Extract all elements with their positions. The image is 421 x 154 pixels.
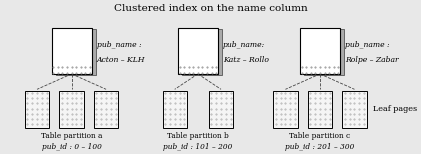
Bar — [94, 91, 118, 128]
Bar — [308, 91, 332, 128]
Text: pub_id : 0 – 100: pub_id : 0 – 100 — [42, 143, 101, 151]
Bar — [163, 91, 187, 128]
Text: Leaf pages: Leaf pages — [373, 105, 417, 113]
Text: pub_name :: pub_name : — [345, 41, 389, 49]
Bar — [59, 91, 84, 128]
Bar — [25, 91, 49, 128]
Bar — [52, 28, 92, 74]
Text: pub_name:: pub_name: — [223, 41, 265, 49]
Bar — [209, 91, 233, 128]
Text: Clustered index on the name column: Clustered index on the name column — [114, 4, 307, 13]
Bar — [178, 28, 218, 74]
Bar — [342, 91, 367, 128]
Text: pub_id : 201 – 300: pub_id : 201 – 300 — [285, 143, 354, 151]
Text: pub_name :: pub_name : — [97, 41, 141, 49]
Bar — [273, 91, 298, 128]
Text: Acton – KLH: Acton – KLH — [97, 56, 145, 64]
Bar — [300, 28, 340, 74]
Text: Rolpe – Zabar: Rolpe – Zabar — [345, 56, 399, 64]
Text: Katz – Rollo: Katz – Rollo — [223, 56, 269, 64]
Text: pub_id : 101 – 200: pub_id : 101 – 200 — [163, 143, 232, 151]
Bar — [182, 29, 222, 75]
Text: Table partition c: Table partition c — [289, 132, 351, 140]
Text: Table partition b: Table partition b — [167, 132, 229, 140]
Text: Table partition a: Table partition a — [41, 132, 102, 140]
Bar — [304, 29, 344, 75]
Bar — [56, 29, 96, 75]
